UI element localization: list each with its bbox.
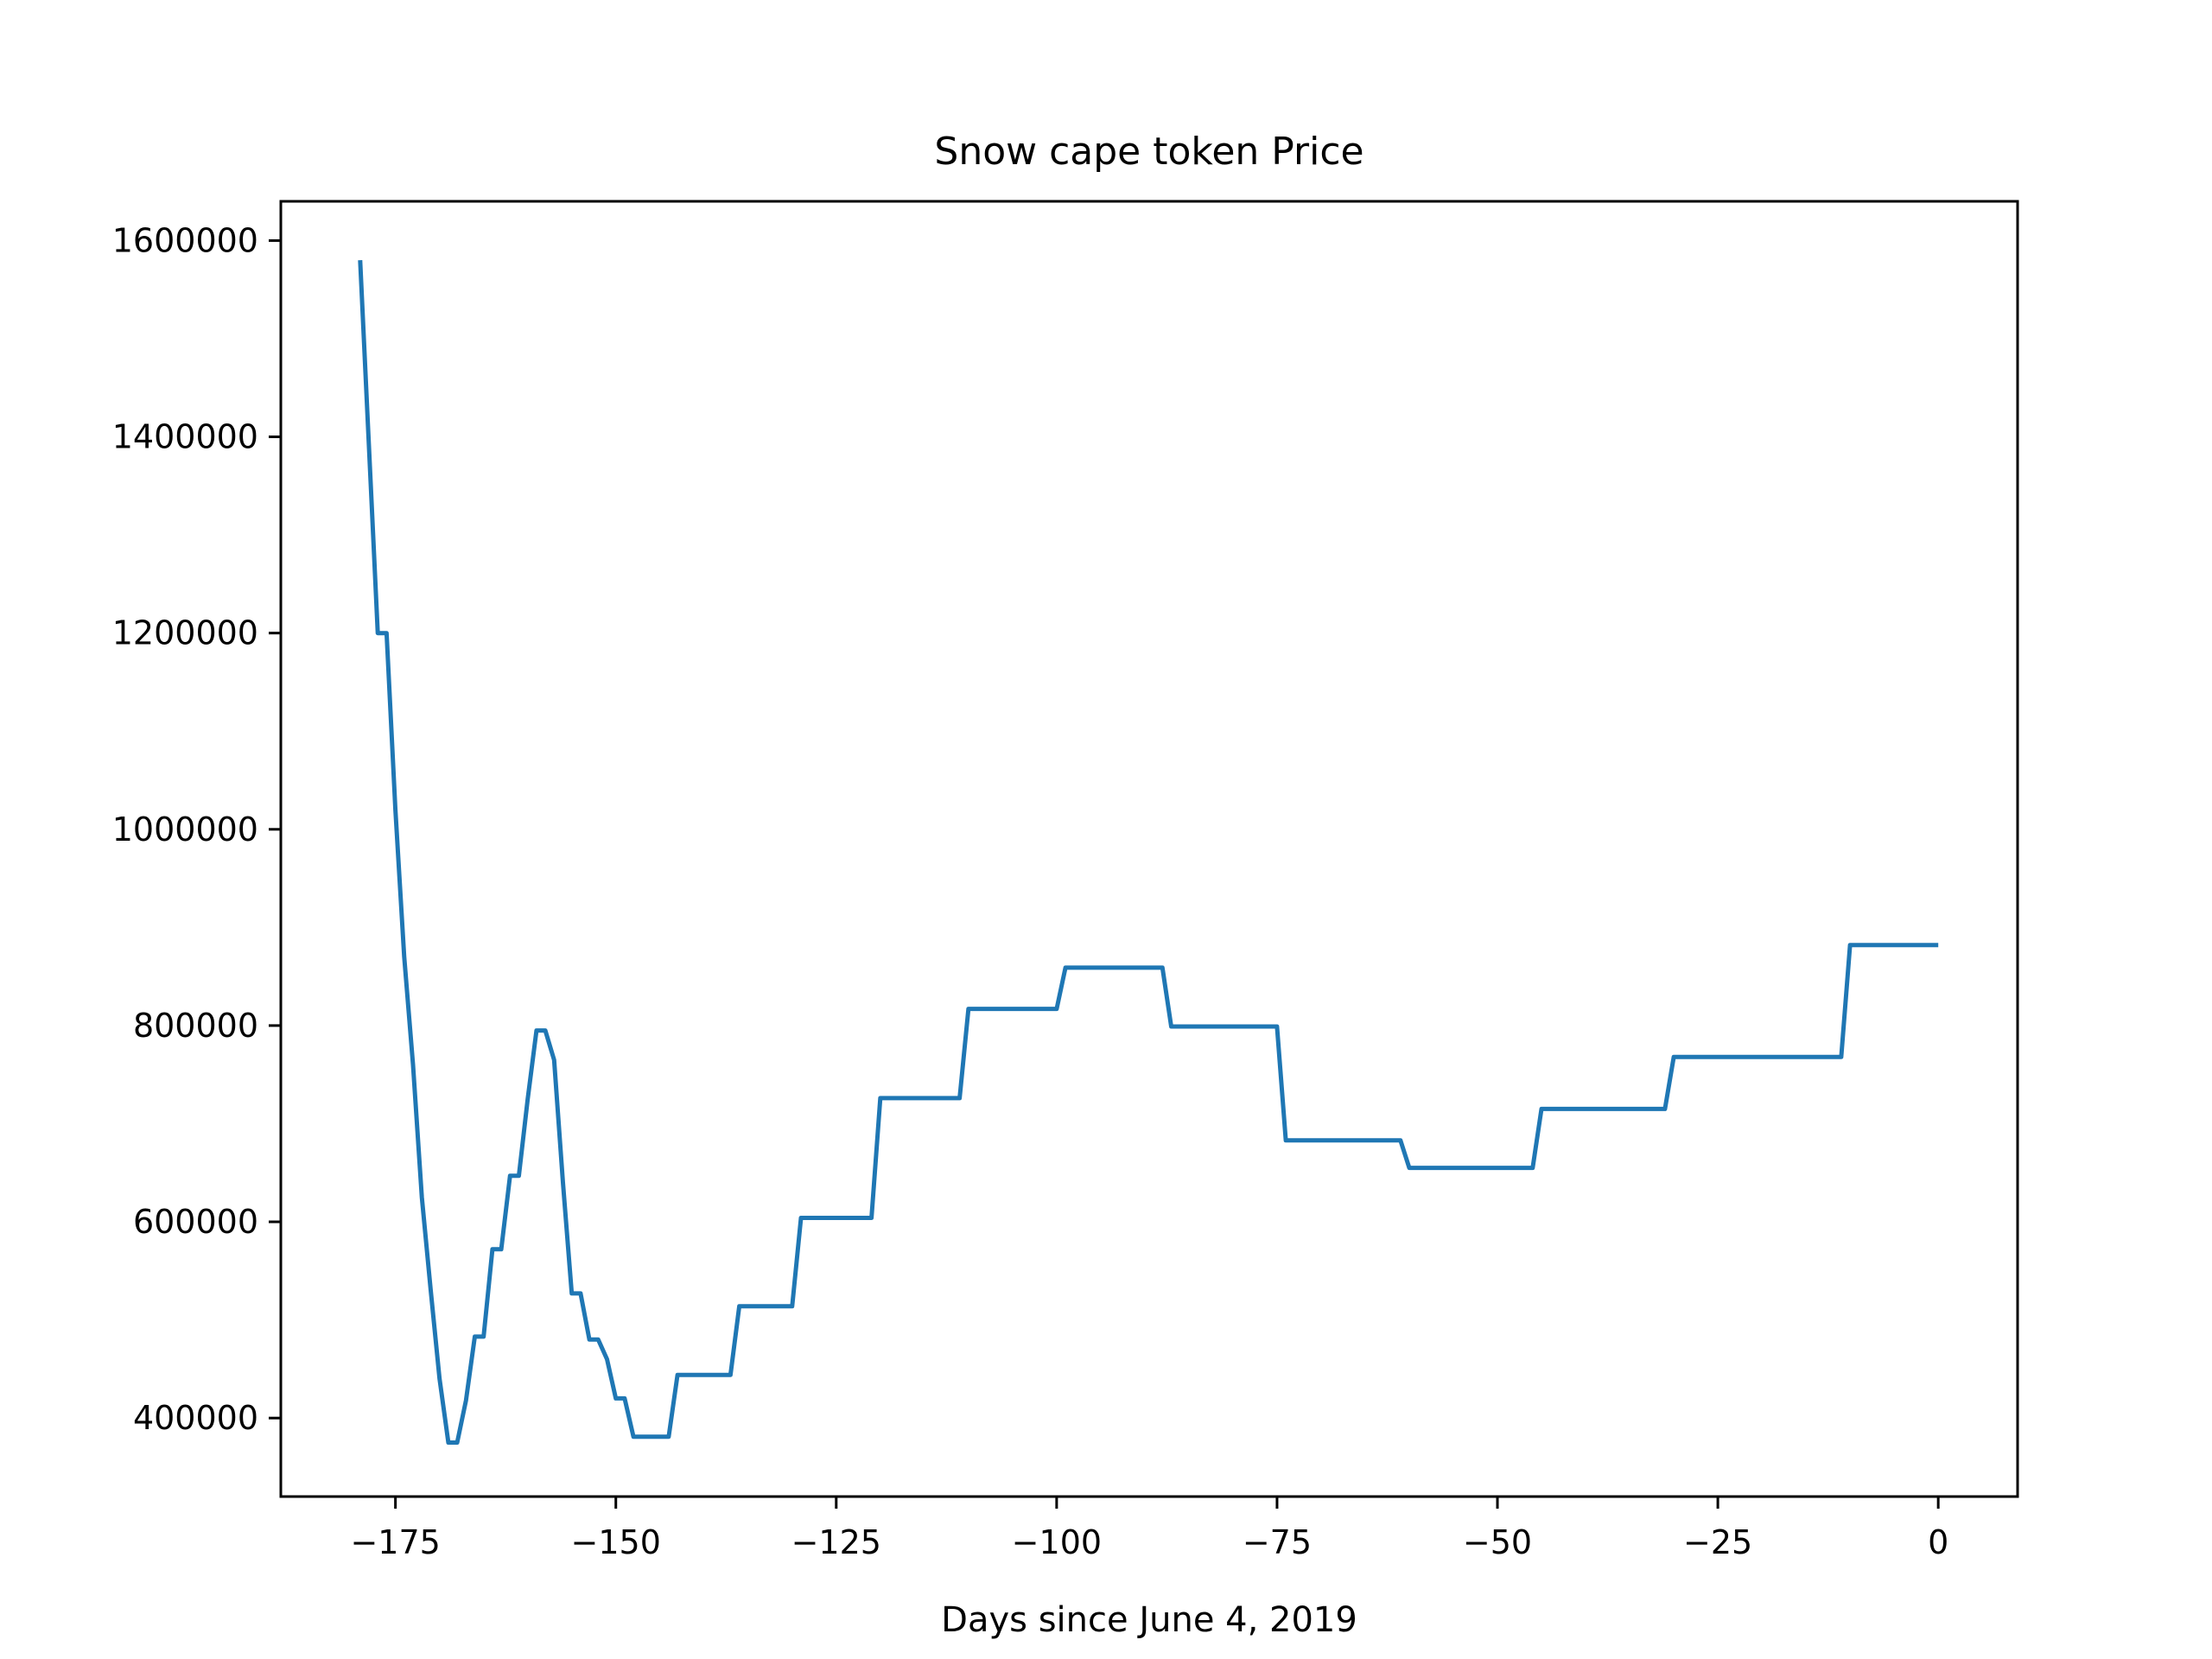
y-tick-label: 1000000 [112, 810, 258, 849]
y-tick-label: 400000 [133, 1399, 258, 1437]
x-tick-label: −150 [571, 1523, 661, 1561]
plot-area [358, 259, 1939, 1445]
x-tick-label: −75 [1243, 1523, 1312, 1561]
y-axis: 400000 600000 800000 1000000 1200000 1400000 1… [112, 221, 281, 1437]
x-tick-label: −50 [1463, 1523, 1532, 1561]
y-tick-label: 1200000 [112, 614, 258, 652]
y-tick-label: 800000 [133, 1007, 258, 1045]
x-tick-label: −125 [791, 1523, 881, 1561]
x-tick-label: −175 [350, 1523, 440, 1561]
x-axis: −175 −150 −125 −100 −75 −50 −25 0 [350, 1497, 1948, 1561]
y-tick-label: 1400000 [112, 418, 258, 456]
x-tick-label: 0 [1928, 1523, 1948, 1561]
y-tick-label: 1600000 [112, 221, 258, 259]
y-tick-label: 600000 [133, 1203, 258, 1241]
x-tick-label: −100 [1012, 1523, 1102, 1561]
series-line-0 [358, 259, 1939, 1445]
x-tick-label: −25 [1683, 1523, 1752, 1561]
chart-title: Snow cape token Price [934, 130, 1363, 174]
x-axis-label: Days since June 4, 2019 [941, 1600, 1357, 1640]
plot-frame [279, 200, 2019, 1498]
